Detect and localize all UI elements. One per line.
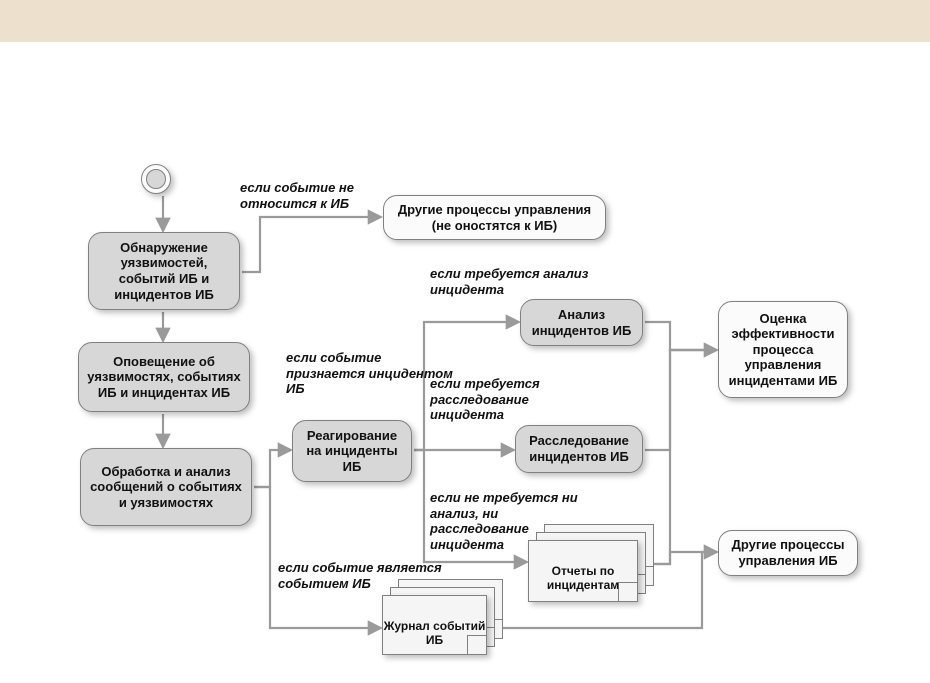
edge-label-e1: если событие не относится к ИБ [240, 180, 410, 211]
node-n3: Обработка и анализ сообщений о событиях … [80, 448, 252, 526]
start-node-inner [146, 169, 166, 189]
node-n6-label: Анализ инцидентов ИБ [521, 307, 642, 338]
node-n9-label: Другие процессы управления ИБ [719, 537, 857, 568]
node-n3-label: Обработка и анализ сообщений о событиях … [81, 464, 251, 511]
node-n5-label: Реагирование на инциденты ИБ [293, 428, 411, 475]
node-n1: Обнаружение уязвимостей, событий ИБ и ин… [88, 232, 240, 310]
docstack-d1-label: Журнал событий ИБ [382, 619, 487, 648]
edge-label-e5: если не требуется ни анализ, ни расследо… [430, 490, 600, 552]
edge-label-e6: если событие является событием ИБ [278, 560, 448, 591]
node-n9: Другие процессы управления ИБ [718, 530, 858, 576]
node-n4: Другие процессы управления (не оностятся… [383, 195, 606, 240]
node-n2-label: Оповещение об уязвимостях, событиях ИБ и… [79, 354, 249, 401]
node-n7-label: Расследование инцидентов ИБ [516, 433, 642, 464]
edge-label-e4: если требуется расследование инцидента [430, 376, 600, 423]
node-n1-label: Обнаружение уязвимостей, событий ИБ и ин… [89, 240, 239, 302]
node-n6: Анализ инцидентов ИБ [520, 299, 643, 346]
node-n8-label: Оценка эффективности процесса управления… [719, 311, 847, 389]
node-n7: Расследование инцидентов ИБ [515, 425, 643, 473]
node-n2: Оповещение об уязвимостях, событиях ИБ и… [78, 342, 250, 412]
node-n5: Реагирование на инциденты ИБ [292, 420, 412, 482]
docstack-d2-label: Отчеты по инцидентам [528, 564, 638, 593]
edge-label-e3: если требуется анализ инцидента [430, 266, 600, 297]
docstack-d1: Журнал событий ИБ [382, 595, 503, 671]
flowchart-canvas: Обнаружение уязвимостей, событий ИБ и ин… [0, 0, 930, 683]
node-n8: Оценка эффективности процесса управления… [718, 301, 848, 398]
node-n4-label: Другие процессы управления (не оностятся… [384, 202, 605, 233]
